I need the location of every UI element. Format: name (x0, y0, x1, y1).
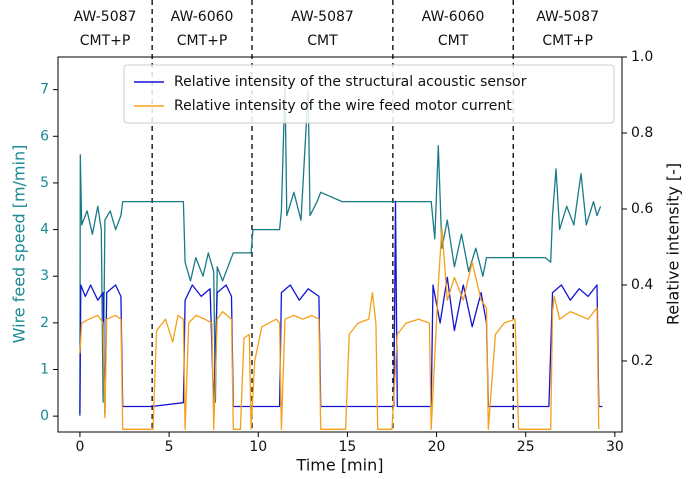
y2-tick-label: 0.8 (631, 125, 653, 141)
y-tick-label: 0 (40, 408, 49, 424)
x-tick-label: 25 (517, 439, 535, 455)
section-label: CMT (307, 33, 338, 49)
legend: Relative intensity of the structural aco… (123, 64, 615, 124)
x-tick-label: 5 (165, 439, 174, 455)
legend-box (123, 64, 615, 124)
section-label: AW-5087 (536, 9, 599, 25)
section-label: CMT (438, 33, 469, 49)
y2-tick-label: 1.0 (631, 49, 653, 65)
section-label: AW-6060 (171, 9, 234, 25)
x-tick-label: 0 (75, 439, 84, 455)
y2-axis-title: Relative intensity [-] (664, 163, 683, 325)
section-label: CMT+P (177, 33, 228, 49)
legend-label: Relative intensity of the structural aco… (174, 74, 527, 90)
section-label: AW-5087 (291, 9, 354, 25)
section-label: AW-5087 (74, 9, 137, 25)
section-label: CMT+P (80, 33, 131, 49)
y2-tick-label: 0.4 (631, 277, 653, 293)
y-tick-label: 7 (40, 82, 49, 98)
y2-tick-label: 0.6 (631, 201, 653, 217)
x-tick-label: 20 (428, 439, 446, 455)
x-axis-title: Time [min] (296, 456, 384, 475)
y-tick-label: 2 (40, 315, 49, 331)
y-tick-label: 1 (40, 362, 49, 378)
y-tick-label: 4 (40, 222, 49, 238)
series-line (79, 200, 603, 415)
series-line (79, 227, 600, 430)
y-tick-label: 6 (40, 128, 49, 144)
y2-tick-label: 0.2 (631, 353, 653, 369)
legend-label: Relative intensity of the wire feed moto… (174, 98, 512, 114)
section-label: CMT+P (542, 33, 593, 49)
section-label: AW-6060 (422, 9, 485, 25)
y-axis-title: Wire feed speed [m/min] (10, 145, 29, 344)
y-tick-label: 3 (40, 268, 49, 284)
x-tick-label: 15 (338, 439, 356, 455)
x-tick-label: 30 (606, 439, 624, 455)
plot-frame (57, 56, 623, 433)
series-line (79, 84, 602, 417)
x-tick-label: 10 (249, 439, 267, 455)
y-tick-label: 5 (40, 175, 49, 191)
